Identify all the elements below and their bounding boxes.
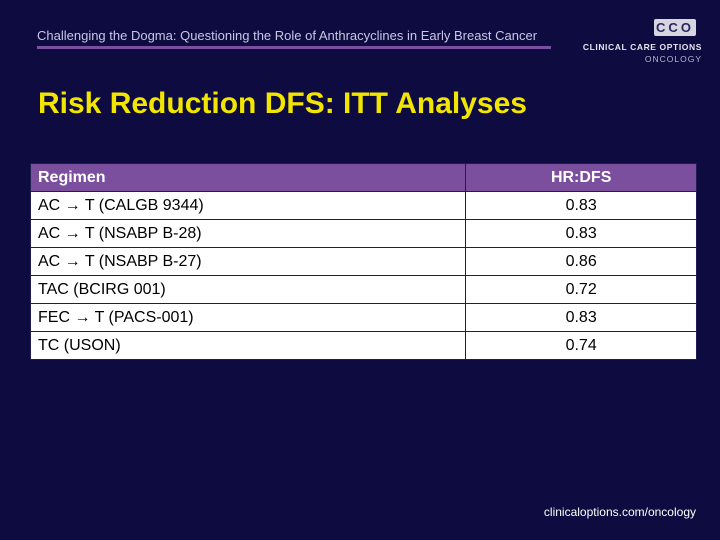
table-row: AC → T (NSABP B-27) 0.86	[29, 247, 697, 276]
hr-dfs-cell: 0.74	[465, 331, 697, 360]
column-header-regimen: Regimen	[29, 163, 467, 192]
table-header-row: Regimen HR:DFS	[29, 163, 697, 192]
regimen-cell: TC (USON)	[29, 331, 467, 360]
cco-logo-specialty: ONCOLOGY	[644, 54, 702, 64]
footer-url: clinicaloptions.com/oncology	[543, 505, 696, 519]
regimen-cell: FEC → T (PACS-001)	[29, 303, 467, 332]
table-row: TC (USON) 0.74	[29, 331, 697, 360]
regimen-cell: AC → T (NSABP B-27)	[29, 247, 467, 276]
cco-logo-mark: CCO	[654, 19, 696, 36]
cco-logo-name: CLINICAL CARE OPTIONS	[582, 42, 702, 52]
hr-dfs-cell: 0.83	[465, 303, 697, 332]
header-divider	[37, 46, 551, 49]
cco-logo: CCO CLINICAL CARE OPTIONS ONCOLOGY	[577, 19, 702, 67]
hr-dfs-cell: 0.83	[465, 219, 697, 248]
hr-dfs-cell: 0.72	[465, 275, 697, 304]
slide-title: Risk Reduction DFS: ITT Analyses	[38, 87, 527, 120]
table-row: TAC (BCIRG 001) 0.72	[29, 275, 697, 304]
table-row: AC → T (NSABP B-28) 0.83	[29, 219, 697, 248]
slide-header-subtitle: Challenging the Dogma: Questioning the R…	[37, 28, 538, 43]
table-row: FEC → T (PACS-001) 0.83	[29, 303, 697, 332]
regimen-cell: AC → T (CALGB 9344)	[29, 191, 467, 220]
hr-dfs-cell: 0.83	[465, 191, 697, 220]
hr-dfs-cell: 0.86	[465, 247, 697, 276]
column-header-hr-dfs: HR:DFS	[465, 163, 697, 192]
table-row: AC → T (CALGB 9344) 0.83	[29, 191, 697, 220]
regimen-cell: TAC (BCIRG 001)	[29, 275, 467, 304]
regimen-cell: AC → T (NSABP B-28)	[29, 219, 467, 248]
dfs-results-table: Regimen HR:DFS AC → T (CALGB 9344) 0.83 …	[29, 163, 697, 360]
